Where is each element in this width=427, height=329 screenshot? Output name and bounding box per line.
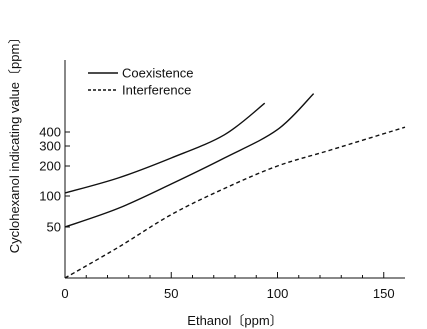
axis-labels: Ethanol〔ppm〕 Cyclohexanol indicating valu… [7,31,283,328]
series-line-interference [64,126,406,279]
series-line-coexistence [64,102,266,194]
legend: Coexistence Interference [88,66,194,98]
y-axis-label: Cyclohexanol indicating value〔ppm〕 [7,31,22,254]
y-tick-label: 100 [39,189,61,204]
series-lines [64,93,406,279]
x-axis-label: Ethanol〔ppm〕 [187,313,282,328]
axes [64,60,405,279]
y-tick-label: 200 [39,159,61,174]
y-tick-label: 50 [47,220,61,235]
x-tick-label: 150 [373,286,395,301]
legend-label: Interference [122,83,191,98]
x-tick-label: 100 [267,286,289,301]
y-tick-label: 300 [39,139,61,154]
y-tick-label: 400 [39,125,61,140]
series-line-coexistence-lower [64,93,315,228]
x-tick-label: 0 [61,286,68,301]
legend-label: Coexistence [122,66,194,81]
x-tick-label: 50 [164,286,178,301]
